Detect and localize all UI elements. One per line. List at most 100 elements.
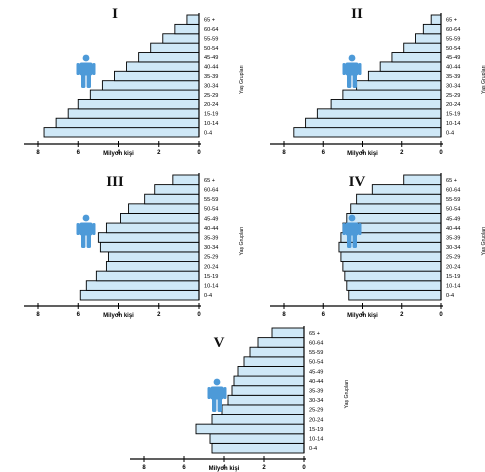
y-axis-title: Yaş Grupları <box>481 227 485 256</box>
age-group-label: 40-44 <box>446 65 460 71</box>
age-group-label: 40-44 <box>446 226 460 232</box>
age-group-label: 15-19 <box>204 112 218 118</box>
age-group-label: 0-4 <box>446 130 454 136</box>
panel-title: I <box>112 6 118 22</box>
age-group-label: 25-29 <box>204 93 218 99</box>
bar-40-44 <box>379 61 442 72</box>
x-axis-title: Milyon kişi <box>347 151 378 157</box>
age-group-label: 65 + <box>309 331 320 337</box>
x-tick-label: 8 <box>36 150 40 156</box>
x-tick-label: 4 <box>361 150 365 156</box>
age-group-label: 20-24 <box>446 264 460 270</box>
bar-15-19 <box>67 108 200 119</box>
age-group-label: 10-14 <box>446 121 460 127</box>
bar-60-64 <box>422 23 442 35</box>
person-icon <box>76 214 96 248</box>
bar-40-44 <box>126 61 200 72</box>
bar-50-54 <box>243 356 305 367</box>
bar-60-64 <box>257 337 305 348</box>
age-group-label: 15-19 <box>446 112 460 118</box>
bar-15-19 <box>95 270 200 282</box>
x-tick-label: 6 <box>77 312 81 318</box>
person-icon <box>342 214 362 248</box>
age-group-label: 55-59 <box>309 350 323 356</box>
x-tick-label: 0 <box>439 150 443 156</box>
x-tick-label: 4 <box>117 150 121 156</box>
x-tick-label: 4 <box>117 312 121 318</box>
bar-10-14 <box>346 280 442 291</box>
age-group-label: 35-39 <box>446 74 460 80</box>
age-group-label: 45-49 <box>309 369 323 375</box>
bar-30-34 <box>356 80 442 91</box>
age-group-label: 60-64 <box>204 187 218 193</box>
age-group-label: 15-19 <box>204 274 218 280</box>
age-group-label: 55-59 <box>204 36 218 42</box>
y-axis-title: Yaş Grupları <box>344 380 350 409</box>
age-group-label: 55-59 <box>446 36 460 42</box>
age-group-label: 30-34 <box>446 83 460 89</box>
x-tick-label: 4 <box>222 465 226 471</box>
x-tick-label: 0 <box>197 150 201 156</box>
bar-15-19 <box>195 423 305 435</box>
bar-65 <box>186 14 200 25</box>
panel-title: III <box>106 174 124 190</box>
age-group-label: 0-4 <box>446 293 454 299</box>
age-group-label: 20-24 <box>204 102 218 108</box>
age-group-label: 25-29 <box>204 255 218 261</box>
age-group-label: 65 + <box>204 18 215 24</box>
bar-45-49 <box>346 213 442 224</box>
bar-65 <box>271 327 305 339</box>
age-group-label: 10-14 <box>446 284 460 290</box>
bar-50-54 <box>350 203 442 214</box>
bar-35-39 <box>231 385 305 396</box>
bar-65 <box>172 174 200 186</box>
age-group-label: 60-64 <box>446 27 460 33</box>
age-group-label: 0-4 <box>204 293 212 299</box>
age-group-label: 30-34 <box>204 245 218 251</box>
pyramid-panel-4: 0-410-1415-1920-2425-2930-3435-3940-4445… <box>270 173 485 319</box>
person-icon <box>207 378 227 412</box>
bar-45-49 <box>237 366 305 377</box>
age-group-label: 60-64 <box>204 27 218 33</box>
bar-20-24 <box>77 99 200 110</box>
age-group-label: 25-29 <box>309 408 323 414</box>
bar-45-49 <box>120 213 200 224</box>
age-group-label: 50-54 <box>204 207 218 213</box>
bar-40-44 <box>233 375 305 387</box>
pyramid-panel-1: 0-410-1415-1920-2425-2930-3435-3940-4445… <box>24 6 245 157</box>
bar-55-59 <box>144 193 200 205</box>
age-group-label: 0-4 <box>204 130 212 136</box>
age-group-label: 0-4 <box>309 446 317 452</box>
age-group-label: 15-19 <box>309 427 323 433</box>
x-axis-title: Milyon kişi <box>103 151 134 157</box>
pyramid-panel-2: 0-410-1415-1920-2425-2930-3435-3940-4445… <box>270 6 485 157</box>
age-group-label: 15-19 <box>446 274 460 280</box>
bar-10-14 <box>55 117 200 129</box>
person-icon <box>76 54 96 88</box>
bar-0-4 <box>211 442 305 454</box>
age-group-label: 30-34 <box>446 245 460 251</box>
bar-35-39 <box>97 232 200 243</box>
y-axis-title: Yaş Grupları <box>239 227 245 256</box>
x-tick-label: 8 <box>36 312 40 318</box>
bar-30-34 <box>227 394 305 406</box>
bar-50-54 <box>150 42 200 53</box>
bar-20-24 <box>211 414 305 425</box>
bar-0-4 <box>43 127 200 138</box>
x-tick-label: 0 <box>439 312 443 318</box>
age-group-label: 55-59 <box>204 197 218 203</box>
x-tick-label: 6 <box>322 312 326 318</box>
age-group-label: 45-49 <box>446 55 460 61</box>
bar-15-19 <box>316 108 442 119</box>
x-tick-label: 4 <box>361 312 365 318</box>
x-tick-label: 8 <box>142 465 146 471</box>
x-tick-label: 0 <box>197 312 201 318</box>
age-group-label: 30-34 <box>204 83 218 89</box>
age-group-label: 30-34 <box>309 398 323 404</box>
age-group-label: 60-64 <box>309 340 323 346</box>
bar-10-14 <box>85 280 200 291</box>
x-tick-label: 6 <box>322 150 326 156</box>
bar-50-54 <box>128 203 200 214</box>
bar-65 <box>403 174 442 186</box>
